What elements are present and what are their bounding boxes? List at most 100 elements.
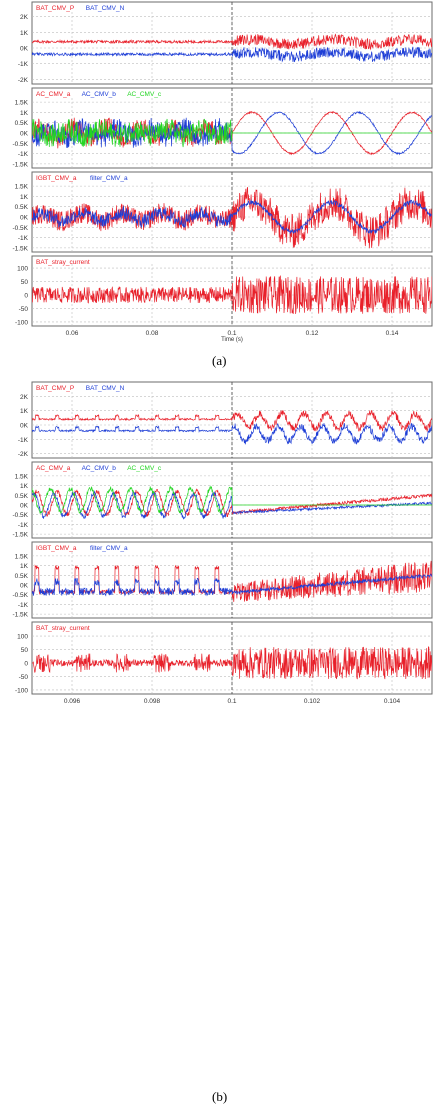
x-axis-label: Time (s) [221,337,243,343]
legend-label: BAT_stray_current [36,259,90,266]
series-line-bat-cmv-n [32,422,432,445]
legend-label: AC_CMV_b [82,465,117,472]
x-tick-label: 0.098 [144,698,161,705]
y-tick-label: 1K [20,483,29,490]
figure-b: 2K 1K 0K -1K -2K BAT_CMV_P BAT_CMV_N 1.5K 1K 0.5K… [0,380,440,1104]
series-line-bat-cmv-p [32,410,432,433]
fig-a-panel-2: 1.5K 1K 0.5K 0K -0.5K -1K -1.5K AC_CMV_a AC_CMV_… [12,87,433,169]
y-tick-label: 1.5K [15,184,29,191]
legend-label: AC_CMV_a [36,465,71,472]
x-tick-label: 0.14 [386,330,399,337]
y-tick-label: 0.5K [15,493,29,500]
y-tick-label: 1K [20,110,29,117]
x-tick-label: 0.12 [306,330,319,337]
fig-b-panel-2: 1.5K 1K 0.5K 0K -0.5K -1K -1.5K AC_CMV_a AC_CMV_… [12,461,433,539]
y-tick-label: 100 [17,266,28,273]
figure-a-caption: (a) [212,353,227,368]
x-tick-label: 0.06 [66,330,79,337]
y-tick-label: 0 [24,293,28,300]
y-tick-label: 0K [20,583,29,590]
figure-a: 2K 1K 0K -1K -2K BAT_CMV_P BAT_CMV_N 1.5K 1K 0.5K… [0,0,440,376]
legend-label: AC_CMV_b [82,91,117,98]
figure-a-svg: 2K 1K 0K -1K -2K BAT_CMV_P BAT_CMV_N 1.5K 1K 0.5K… [12,1,433,343]
legend-label: AC_CMV_c [127,465,162,472]
series-line-ac-cmv-c [32,118,432,148]
y-tick-label: -1K [18,437,29,444]
y-tick-label: -1.5K [12,161,28,168]
x-tick-label: 0.08 [146,330,159,337]
legend-label: BAT_CMV_N [86,5,125,12]
fig-a-panel-3: 1.5K 1K 0.5K 0K -0.5K -1K -1.5K IGBT_CMV_a filte… [12,171,433,253]
y-tick-label: 0K [20,46,29,53]
y-tick-label: 50 [21,279,29,286]
series-line-ac-cmv-c [32,485,432,515]
legend-label: BAT_CMV_P [36,5,74,12]
y-tick-label: -2K [18,451,29,458]
y-tick-label: -1.5K [12,245,28,252]
y-tick-label: 1.5K [15,473,29,480]
x-tick-label: 0.096 [64,698,81,705]
y-tick-label: -1K [18,151,29,158]
y-tick-label: -100 [15,687,28,694]
x-tick-label: 0.1 [227,330,236,337]
y-tick-label: -1.5K [12,532,28,539]
series-line-filter-cmv-a [32,573,432,597]
y-tick-label: 0.5K [15,573,29,580]
y-tick-label: 2K [20,394,29,401]
y-tick-label: -50 [19,306,29,313]
x-tick-label: 0.102 [304,698,321,705]
y-tick-label: 1K [20,30,29,37]
y-tick-label: 0 [24,661,28,668]
fig-b-panel-3: 1.5K 1K 0.5K 0K -0.5K -1K -1.5K IGBT_CMV_a filte… [12,541,433,619]
y-tick-label: 0K [20,131,29,138]
fig-a-panel-1: 2K 1K 0K -1K -2K BAT_CMV_P BAT_CMV_N [18,1,433,85]
series-line-bat-stray-current [32,645,432,680]
fig-a-x-axis: 0.06 0.08 0.1 0.12 0.14 Time (s) [66,330,399,343]
y-tick-label: 2K [20,14,29,21]
y-tick-label: 1.5K [15,553,29,560]
y-tick-label: -1K [18,61,29,68]
fig-a-panel-4: 100 50 0 -50 -100 BAT_stray_current [15,255,433,327]
y-tick-label: -1K [18,602,29,609]
y-tick-label: 1K [20,194,29,201]
y-tick-label: -0.5K [12,592,28,599]
series-line-bat-cmv-p [32,33,432,51]
legend-label: IGBT_CMV_a [36,545,77,552]
legend-label: AC_CMV_a [36,91,71,98]
legend-label: BAT_stray_current [36,625,90,632]
y-tick-label: 1K [20,563,29,570]
y-tick-label: 0.5K [15,204,29,211]
legend-label: filter_CMV_a [90,545,128,552]
y-tick-label: -2K [18,77,29,84]
y-tick-label: 50 [21,647,29,654]
series-line-bat-stray-current [32,274,432,315]
y-tick-label: -1K [18,235,29,242]
y-tick-label: 0.5K [15,120,29,127]
y-tick-label: -0.5K [12,512,28,519]
figure-b-caption: (b) [212,1089,228,1104]
y-tick-label: -0.5K [12,225,28,232]
figure-b-svg: 2K 1K 0K -1K -2K BAT_CMV_P BAT_CMV_N 1.5K 1K 0.5K… [12,381,433,705]
y-tick-label: 0K [20,503,29,510]
y-tick-label: -1K [18,522,29,529]
legend-label: AC_CMV_c [127,91,162,98]
fig-b-panel-1: 2K 1K 0K -1K -2K BAT_CMV_P BAT_CMV_N [18,381,433,459]
y-tick-label: -100 [15,319,28,326]
legend-label: IGBT_CMV_a [36,175,77,182]
legend-label: filter_CMV_a [90,175,128,182]
x-tick-label: 0.1 [227,698,236,705]
legend-label: BAT_CMV_N [86,385,125,392]
x-tick-label: 0.104 [384,698,401,705]
y-tick-label: 1.5K [15,100,29,107]
y-tick-label: 0K [20,215,29,222]
series-line-filter-cmv-a [32,199,432,234]
fig-b-x-axis: 0.096 0.098 0.1 0.102 0.104 [64,698,401,705]
legend-label: BAT_CMV_P [36,385,74,392]
y-tick-label: 0K [20,423,29,430]
y-tick-label: -0.5K [12,141,28,148]
y-tick-label: -1.5K [12,612,28,619]
series-line-bat-cmv-n [32,46,432,63]
y-tick-label: 100 [17,634,28,641]
y-tick-label: -50 [19,674,29,681]
fig-b-panel-4: 100 50 0 -50 -100 BAT_stray_current [15,621,433,695]
